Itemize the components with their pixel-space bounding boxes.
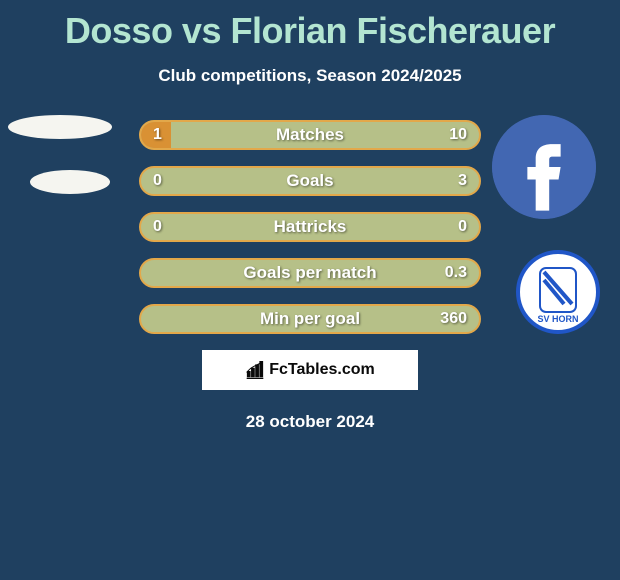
horn-crest: SV HORN xyxy=(520,254,596,330)
stat-left-value: 0 xyxy=(153,172,162,190)
date-text: 28 october 2024 xyxy=(0,412,620,432)
team-horn-badge: SV HORN xyxy=(516,250,600,334)
stats-area: SV HORN 1 Matches 10 0 Goals 3 0 Hattric… xyxy=(0,120,620,334)
player-left-badge-2 xyxy=(30,170,110,194)
fctables-brand[interactable]: FcTables.com xyxy=(202,350,418,390)
stat-left-value: 1 xyxy=(153,126,162,144)
subtitle: Club competitions, Season 2024/2025 xyxy=(0,66,620,86)
brand-text: FcTables.com xyxy=(269,361,375,379)
stat-label: Min per goal xyxy=(260,309,360,329)
stat-row-matches: 1 Matches 10 xyxy=(139,120,481,150)
stat-label: Matches xyxy=(276,125,344,145)
stat-label: Goals xyxy=(286,171,333,191)
stat-row-goals: 0 Goals 3 xyxy=(139,166,481,196)
stat-row-hattricks: 0 Hattricks 0 xyxy=(139,212,481,242)
stat-label: Hattricks xyxy=(274,217,347,237)
stat-right-value: 10 xyxy=(449,126,467,144)
stat-right-value: 360 xyxy=(440,310,467,328)
stat-label: Goals per match xyxy=(243,263,376,283)
stat-right-value: 3 xyxy=(458,172,467,190)
page-title: Dosso vs Florian Fischerauer xyxy=(0,0,620,52)
stat-right-value: 0 xyxy=(458,218,467,236)
stat-row-goals-per-match: Goals per match 0.3 xyxy=(139,258,481,288)
stat-left-value: 0 xyxy=(153,218,162,236)
facebook-glyph xyxy=(492,115,596,219)
stat-row-min-per-goal: Min per goal 360 xyxy=(139,304,481,334)
stat-right-value: 0.3 xyxy=(445,264,467,282)
bar-chart-icon xyxy=(245,360,265,380)
facebook-icon[interactable] xyxy=(492,115,596,219)
svg-text:SV HORN: SV HORN xyxy=(537,314,578,324)
player-left-badge-1 xyxy=(8,115,112,139)
